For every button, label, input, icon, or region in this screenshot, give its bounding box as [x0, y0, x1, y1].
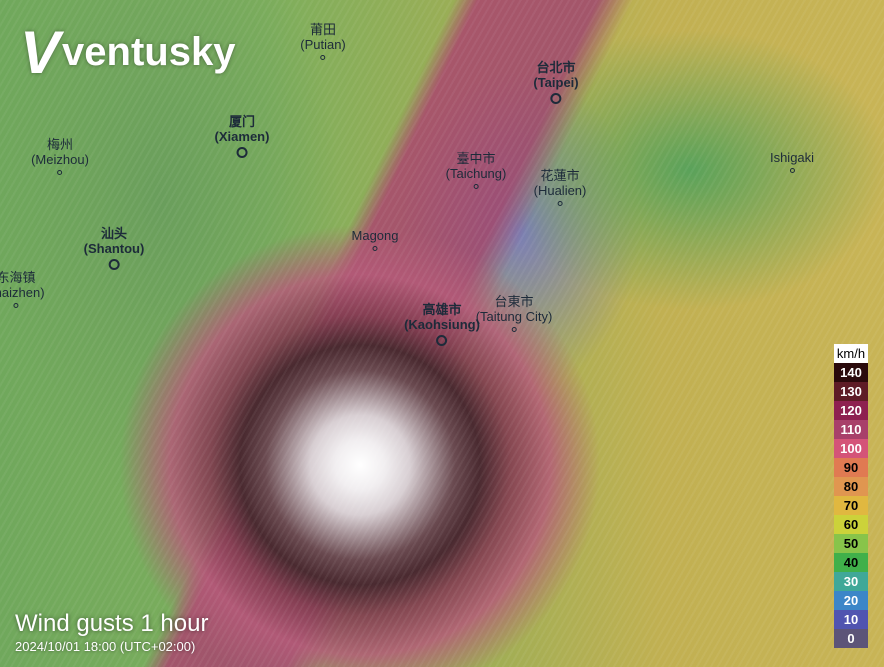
layer-title: Wind gusts 1 hour — [15, 610, 209, 637]
city-native-name: 台東市 — [494, 294, 534, 309]
city-latin-name: Ishigaki — [769, 150, 815, 165]
city-label[interactable]: 梅州 (Meizhou) — [31, 137, 89, 175]
legend-step: 30 — [834, 572, 868, 591]
city-marker-icon — [13, 303, 19, 308]
legend-unit[interactable]: km/h — [834, 344, 868, 363]
legend-step: 140 — [834, 363, 868, 382]
city-latin-name: (Hualien) — [533, 183, 587, 198]
city-label[interactable]: 高雄市 (Kaohsiung) — [404, 302, 480, 346]
city-label[interactable]: 厦门 (Xiamen) — [214, 114, 270, 158]
city-latin-name: (Xiamen) — [214, 129, 270, 144]
city-marker-icon — [550, 93, 562, 104]
legend-step: 0 — [834, 629, 868, 648]
city-native-name: 厦门 — [228, 114, 255, 129]
city-marker-icon — [372, 246, 378, 251]
city-native-name: 臺中市 — [456, 151, 496, 166]
city-latin-name: (Putian) — [300, 37, 346, 52]
city-native-name: 高雄市 — [422, 302, 462, 317]
legend-step: 100 — [834, 439, 868, 458]
city-marker-icon — [108, 259, 120, 270]
legend-step: 90 — [834, 458, 868, 477]
brand-name: ventusky — [62, 30, 236, 74]
city-marker-icon — [57, 170, 63, 175]
legend-step: 120 — [834, 401, 868, 420]
city-native-name: 莆田 — [309, 22, 336, 37]
city-marker-icon — [236, 147, 248, 158]
city-latin-name: (Taitung City) — [475, 309, 553, 324]
city-label[interactable]: Ishigaki — [770, 150, 814, 173]
city-marker-icon — [473, 184, 479, 189]
city-label[interactable]: 莆田 (Putian) — [300, 22, 346, 60]
city-native-name: 东海镇 — [0, 270, 36, 285]
city-native-name: 梅州 — [46, 137, 74, 152]
city-label[interactable]: 花蓮市 (Hualien) — [533, 168, 587, 206]
city-marker-icon — [511, 327, 517, 332]
timestamp[interactable]: 2024/10/01 18:00 (UTC+02:00) — [15, 639, 196, 654]
legend-step: 70 — [834, 496, 868, 515]
city-marker-icon — [436, 335, 448, 346]
city-label[interactable]: 汕头 (Shantou) — [83, 226, 145, 270]
city-label[interactable]: 东海镇ghaizhen) — [0, 270, 45, 308]
city-latin-name: (Shantou) — [83, 241, 145, 256]
legend-step: 10 — [834, 610, 868, 629]
city-label[interactable]: 台東市 (Taitung City) — [475, 294, 553, 332]
city-native-name: 汕头 — [100, 226, 127, 241]
city-label[interactable]: 臺中市 (Taichung) — [445, 151, 507, 189]
city-native-name: 花蓮市 — [540, 168, 580, 183]
city-native-name: 台北市 — [536, 60, 576, 75]
city-latin-name: (Taipei) — [533, 75, 579, 90]
legend-step: 60 — [834, 515, 868, 534]
city-latin-name: ghaizhen) — [0, 285, 45, 300]
legend-step: 80 — [834, 477, 868, 496]
legend-step: 40 — [834, 553, 868, 572]
wind-speed-legend: km/h 140 130 120 110 100 90 80 70 60 50 40 30 20 10 0 — [834, 344, 868, 648]
legend-step: 110 — [834, 420, 868, 439]
city-marker-icon — [320, 55, 326, 60]
legend-step: 130 — [834, 382, 868, 401]
city-marker-icon — [557, 201, 563, 206]
city-latin-name: (Taichung) — [445, 166, 507, 181]
city-marker-icon — [789, 168, 795, 173]
city-latin-name: (Kaohsiung) — [404, 317, 480, 332]
legend-step: 50 — [834, 534, 868, 553]
logo-v-icon: V — [20, 19, 61, 86]
city-latin-name: (Meizhou) — [31, 152, 89, 167]
city-label[interactable]: Magong — [351, 228, 399, 251]
city-label[interactable]: 台北市 (Taipei) — [533, 60, 579, 104]
legend-step: 20 — [834, 591, 868, 610]
city-latin-name: Magong — [351, 228, 399, 243]
